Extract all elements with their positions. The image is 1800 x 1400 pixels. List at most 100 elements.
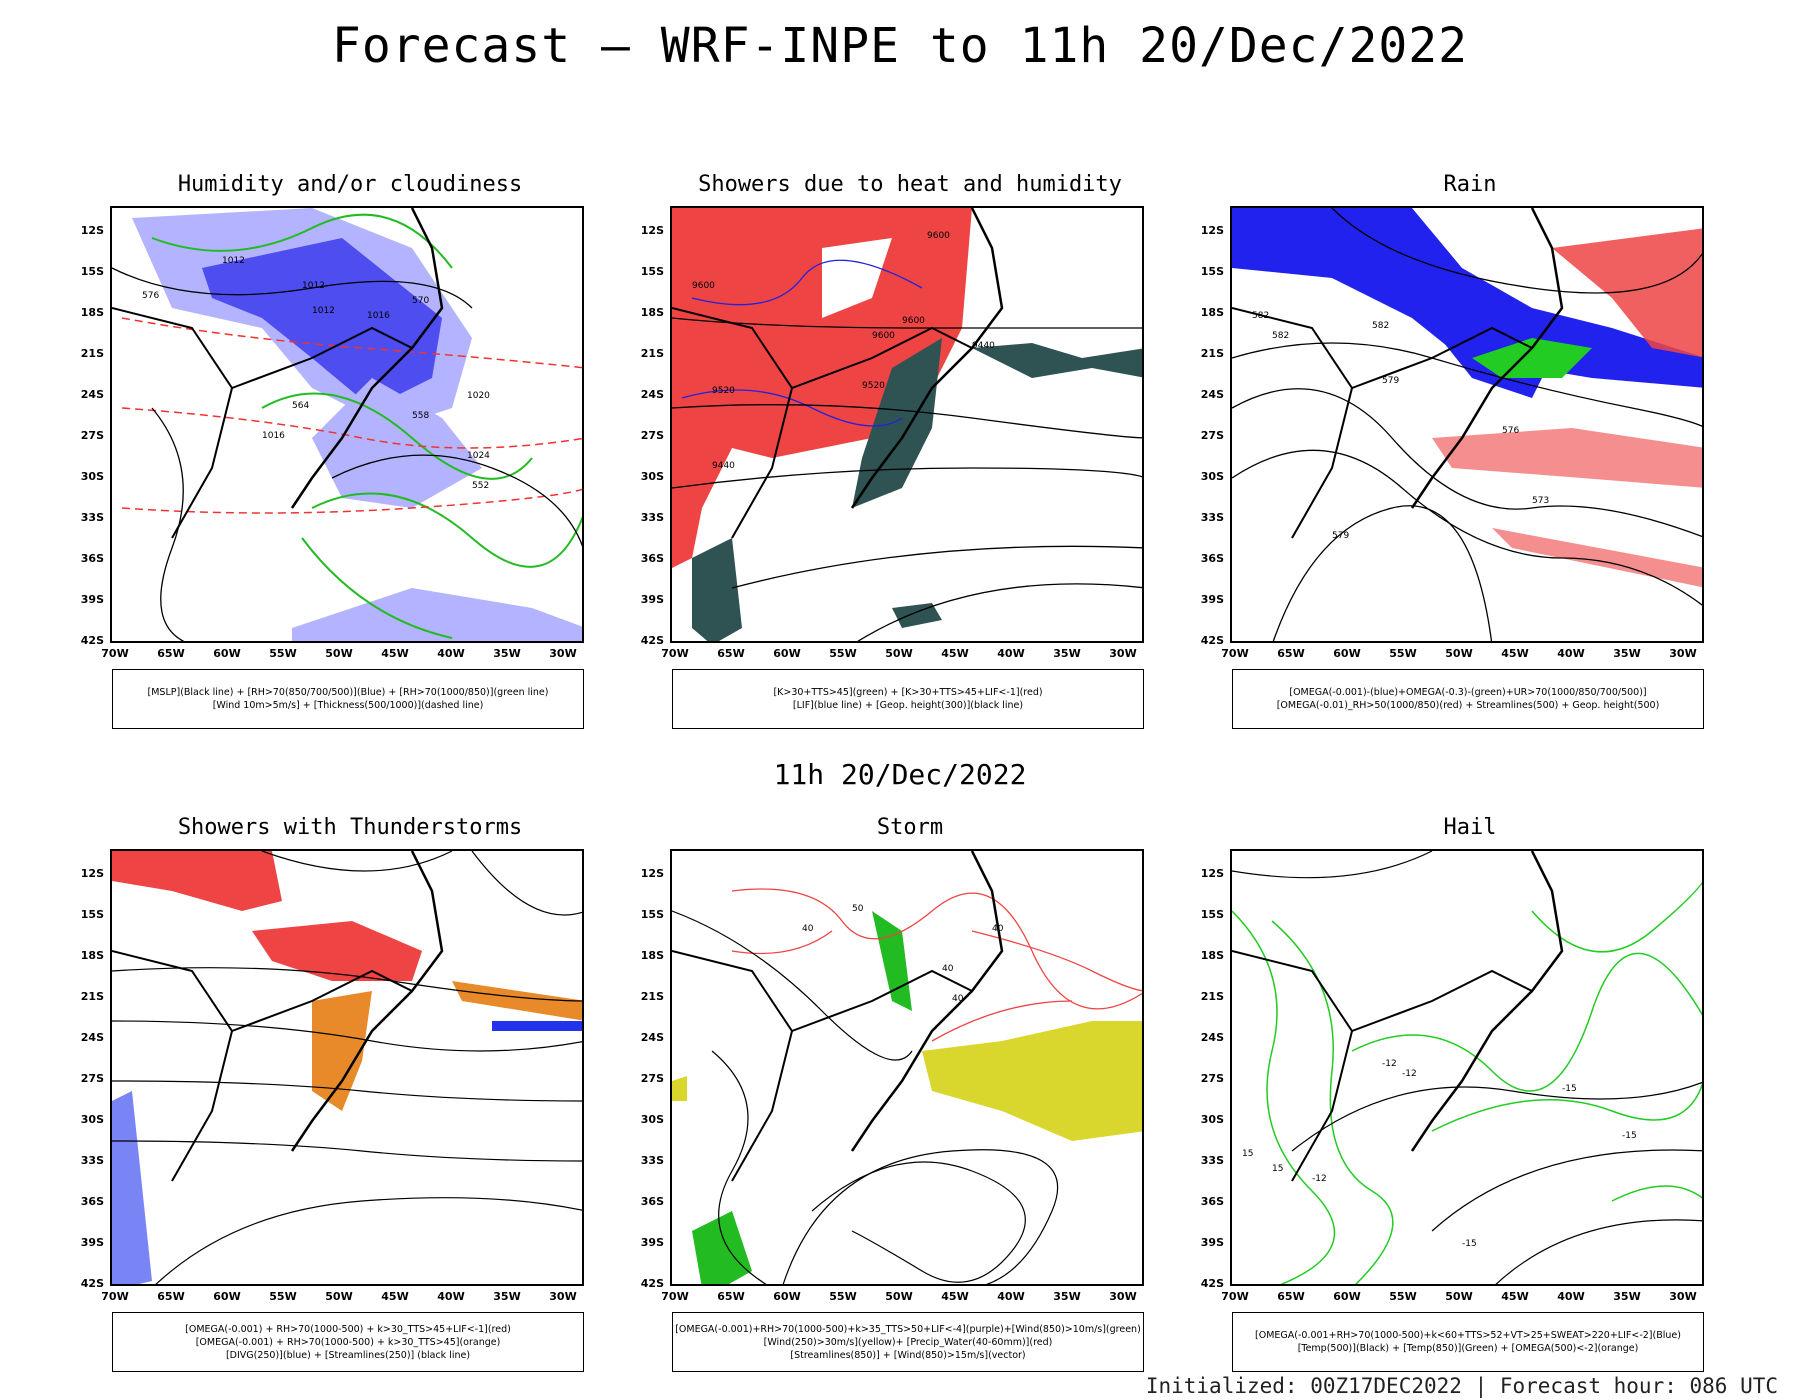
lat-tick-label: 27S bbox=[640, 429, 664, 442]
lat-tick-label: 39S bbox=[1200, 1236, 1224, 1249]
lon-tick-label: 50W bbox=[325, 647, 353, 660]
contour-label: 582 bbox=[1272, 331, 1289, 341]
contour-label: 9600 bbox=[872, 331, 895, 341]
lon-tick-label: 30W bbox=[1109, 647, 1137, 660]
lon-tick-label: 55W bbox=[1389, 647, 1417, 660]
lat-tick-label: 39S bbox=[1200, 593, 1224, 606]
lon-tick-label: 70W bbox=[1221, 647, 1249, 660]
lon-tick-label: 35W bbox=[1613, 647, 1641, 660]
contour-label: -15 bbox=[1462, 1239, 1477, 1249]
legend-line: [Streamlines(850)] + [Wind(850)>15m/s](v… bbox=[790, 1349, 1026, 1361]
panel-title: Storm bbox=[876, 815, 944, 840]
lon-tick-label: 50W bbox=[885, 647, 913, 660]
panel-title: Showers due to heat and humidity bbox=[698, 172, 1122, 197]
panel-humidity: Humidity and/or cloudiness 1012 1012 1012 1… bbox=[70, 172, 630, 732]
panel-legend: [MSLP](Black line) + [RH>70(850/700/500)… bbox=[112, 669, 584, 729]
contour-label: 576 bbox=[1502, 426, 1519, 436]
lon-tick-label: 65W bbox=[717, 1290, 745, 1303]
lon-tick-label: 30W bbox=[1669, 647, 1697, 660]
contour-label: 40 bbox=[802, 924, 814, 934]
lon-tick-label: 45W bbox=[941, 1290, 969, 1303]
lat-tick-label: 30S bbox=[80, 470, 104, 483]
contour-label: 582 bbox=[1252, 311, 1269, 321]
lat-tick-label: 24S bbox=[1200, 388, 1224, 401]
contour-label: 573 bbox=[1532, 496, 1549, 506]
panel-title: Humidity and/or cloudiness bbox=[177, 172, 523, 197]
lat-tick-label: 39S bbox=[640, 593, 664, 606]
contour-label: 570 bbox=[412, 296, 429, 306]
lat-tick-label: 12S bbox=[80, 224, 104, 237]
contour-label: 9520 bbox=[862, 381, 885, 391]
lon-tick-label: 50W bbox=[885, 1290, 913, 1303]
contour-label: 579 bbox=[1382, 376, 1399, 386]
contour-label: -12 bbox=[1402, 1069, 1417, 1079]
panel-thunderstorms: Showers with Thunderstorms 12S 15S 18S 21S 2… bbox=[70, 815, 630, 1375]
panel-title: Showers with Thunderstorms bbox=[177, 815, 523, 840]
contour-label: 1012 bbox=[312, 306, 335, 316]
lon-tick-label: 35W bbox=[493, 1290, 521, 1303]
lat-tick-label: 33S bbox=[80, 1154, 104, 1167]
lat-tick-label: 27S bbox=[1200, 429, 1224, 442]
lat-tick-label: 42S bbox=[80, 1277, 104, 1290]
lat-tick-label: 12S bbox=[1200, 224, 1224, 237]
panel-legend: [OMEGA(-0.001)-(blue)+OMEGA(-0.3)-(green… bbox=[1232, 669, 1704, 729]
legend-line: [OMEGA(-0.001+RH>70(1000-500)+k<60+TTS>5… bbox=[1255, 1330, 1681, 1341]
lon-tick-label: 30W bbox=[1669, 1290, 1697, 1303]
lat-tick-label: 36S bbox=[1200, 1195, 1224, 1208]
lat-tick-label: 18S bbox=[80, 306, 104, 319]
contour-label: 1016 bbox=[367, 311, 390, 321]
lat-tick-label: 27S bbox=[640, 1072, 664, 1085]
lat-tick-label: 24S bbox=[640, 1031, 664, 1044]
lon-tick-label: 35W bbox=[1053, 1290, 1081, 1303]
lat-tick-label: 33S bbox=[1200, 1154, 1224, 1167]
map-frame: 40 40 50 40 40 bbox=[670, 849, 1144, 1286]
contour-label: 9600 bbox=[927, 231, 950, 241]
contour-label: 40 bbox=[952, 994, 964, 1004]
legend-line: [Wind 10m>5m/s] + [Thickness(500/1000)](… bbox=[212, 700, 484, 711]
lon-tick-label: 40W bbox=[997, 647, 1025, 660]
lon-tick-label: 65W bbox=[157, 647, 185, 660]
contour-label: 15 bbox=[1272, 1164, 1283, 1174]
lon-tick-label: 70W bbox=[661, 1290, 689, 1303]
lat-tick-label: 30S bbox=[1200, 470, 1224, 483]
lon-tick-label: 55W bbox=[269, 647, 297, 660]
lon-tick-label: 60W bbox=[773, 1290, 801, 1303]
map-frame: 1012 1012 1012 1016 1020 1024 1016 576 570 564 558… bbox=[110, 206, 584, 643]
lat-tick-label: 36S bbox=[640, 1195, 664, 1208]
lon-tick-label: 50W bbox=[325, 1290, 353, 1303]
lat-tick-label: 18S bbox=[640, 306, 664, 319]
contour-label: 1012 bbox=[222, 256, 245, 266]
lat-tick-label: 33S bbox=[640, 1154, 664, 1167]
legend-line: [DIVG(250)](blue) + [Streamlines(250)] (… bbox=[225, 1349, 471, 1361]
lon-tick-label: 60W bbox=[773, 647, 801, 660]
contour-label: 1016 bbox=[262, 431, 285, 441]
lat-tick-label: 21S bbox=[1200, 990, 1224, 1003]
lon-tick-label: 45W bbox=[381, 1290, 409, 1303]
contour-label: 579 bbox=[1332, 531, 1349, 541]
contour-label: -15 bbox=[1622, 1131, 1637, 1141]
lat-tick-label: 42S bbox=[1200, 1277, 1224, 1290]
panel-legend: [K>30+TTS>45](green) + [K>30+TTS>45+LIF<… bbox=[672, 669, 1144, 729]
panel-title: Hail bbox=[1443, 815, 1497, 840]
legend-line: [OMEGA(-0.001)-(blue)+OMEGA(-0.3)-(green… bbox=[1289, 687, 1647, 698]
lat-tick-label: 33S bbox=[80, 511, 104, 524]
contour-label: 15 bbox=[1242, 1149, 1253, 1159]
lat-tick-label: 39S bbox=[80, 1236, 104, 1249]
lon-tick-label: 65W bbox=[1277, 647, 1305, 660]
contour-label: 582 bbox=[1372, 321, 1389, 331]
lat-tick-label: 15S bbox=[640, 265, 664, 278]
lat-tick-label: 15S bbox=[80, 908, 104, 921]
lon-tick-label: 55W bbox=[829, 647, 857, 660]
lon-tick-label: 40W bbox=[1557, 1290, 1585, 1303]
lat-tick-label: 18S bbox=[80, 949, 104, 962]
lon-tick-label: 30W bbox=[1109, 1290, 1137, 1303]
lat-tick-label: 42S bbox=[80, 634, 104, 647]
lat-tick-label: 27S bbox=[1200, 1072, 1224, 1085]
map-frame bbox=[110, 849, 584, 1286]
lon-tick-label: 70W bbox=[661, 647, 689, 660]
lon-tick-label: 70W bbox=[101, 1290, 129, 1303]
legend-line: [Wind(250)>30m/s](yellow)+ [Precip_Water… bbox=[763, 1336, 1053, 1348]
map-plot: 1012 1012 1012 1016 1020 1024 1016 576 570 564 558… bbox=[112, 208, 582, 641]
contour-label: 40 bbox=[992, 924, 1004, 934]
lat-tick-label: 18S bbox=[1200, 306, 1224, 319]
